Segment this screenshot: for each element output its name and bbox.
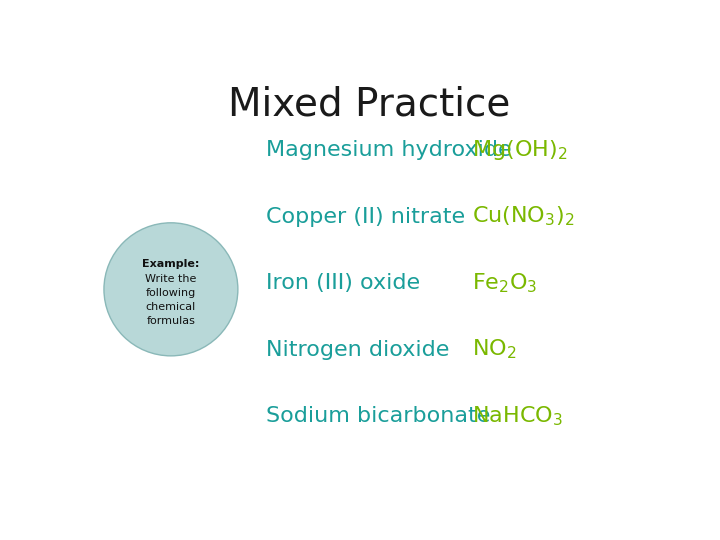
Text: Magnesium hydroxide: Magnesium hydroxide xyxy=(266,140,511,160)
Text: Sodium bicarbonate: Sodium bicarbonate xyxy=(266,406,490,426)
Text: Example:: Example: xyxy=(143,259,199,269)
Text: Iron (III) oxide: Iron (III) oxide xyxy=(266,273,420,293)
Text: Mixed Practice: Mixed Practice xyxy=(228,85,510,124)
Text: Write the
following
chemical
formulas: Write the following chemical formulas xyxy=(145,274,197,326)
Text: $\mathrm{Mg(OH)_2}$: $\mathrm{Mg(OH)_2}$ xyxy=(472,138,567,162)
Text: $\mathrm{NaHCO_3}$: $\mathrm{NaHCO_3}$ xyxy=(472,404,563,428)
Text: Copper (II) nitrate: Copper (II) nitrate xyxy=(266,207,465,227)
Ellipse shape xyxy=(104,223,238,356)
Text: $\mathrm{Cu(NO_3)_2}$: $\mathrm{Cu(NO_3)_2}$ xyxy=(472,205,575,228)
Text: Nitrogen dioxide: Nitrogen dioxide xyxy=(266,340,449,360)
Text: $\mathrm{NO_2}$: $\mathrm{NO_2}$ xyxy=(472,338,517,361)
Text: $\mathrm{Fe_2O_3}$: $\mathrm{Fe_2O_3}$ xyxy=(472,271,538,295)
